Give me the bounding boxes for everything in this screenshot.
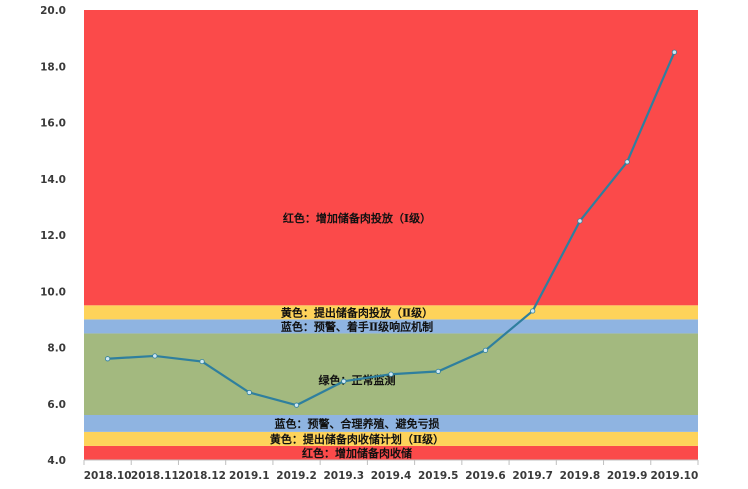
series-layer [105,49,677,408]
band-1 [84,431,698,446]
x-tick-label: 2018.11 [131,470,179,482]
x-tick-label: 2018.12 [178,470,226,482]
band-6 [84,10,698,306]
y-tick-label: 20.0 [40,5,66,17]
x-tick-label: 2019.2 [276,470,317,482]
data-point [482,347,489,353]
band-0 [84,445,698,460]
band-label-5: 黄色：提出储备肉投放（Ⅱ级） [281,305,433,319]
x-axis: 2018.10 2018.11 2018.12 2019.1 2019.2 2019.3 2… [83,459,699,482]
band-label-6: 红色：增加储备肉投放（Ⅰ级） [283,211,431,225]
threshold-bands [84,10,698,460]
y-tick-label: 14.0 [40,174,66,186]
y-axis: 4.0 6.0 8.0 10.0 12.0 14.0 16.0 18.0 20.0 [40,5,66,467]
x-tick-label: 2019.3 [324,470,365,482]
data-point [671,49,677,55]
x-tick-label: 2019.10 [650,470,698,482]
y-tick-label: 12.0 [40,230,66,242]
band-5 [84,305,698,320]
y-tick-label: 10.0 [40,286,66,298]
data-point [624,159,630,165]
x-tick-label: 2019.9 [607,470,648,482]
data-point [199,358,205,365]
x-tick-label: 2019.6 [465,470,506,482]
data-point [105,356,111,362]
data-point [530,308,536,314]
y-tick-label: 4.0 [47,455,66,467]
data-point [246,389,252,396]
y-tick-label: 16.0 [40,118,66,130]
data-point [388,371,394,377]
band-label-2: 蓝色：预警、合理养殖、避免亏损 [275,416,440,430]
x-tick-label: 2019.7 [512,470,553,482]
data-point [435,368,441,375]
x-tick-label: 2019.4 [371,470,412,482]
band-4 [84,319,698,334]
data-point [293,402,300,408]
x-tick-label: 2019.1 [229,470,270,482]
band-2 [84,415,698,432]
y-tick-label: 18.0 [40,61,66,73]
data-point [341,378,347,384]
band-label-1: 黄色：提出储备肉收储计划（Ⅱ级） [270,432,444,446]
y-tick-label: 6.0 [47,399,66,411]
x-tick-label: 2018.10 [84,470,132,482]
data-point [577,218,583,224]
band-label-0: 红色：增加储备肉收储 [302,446,412,460]
x-tick-label: 2019.8 [560,470,601,482]
y-tick-label: 8.0 [47,343,66,355]
x-tick-label: 2019.5 [418,470,459,482]
data-point [152,353,158,359]
band-label-4: 蓝色：预警、着手Ⅱ级响应机制 [281,319,433,333]
